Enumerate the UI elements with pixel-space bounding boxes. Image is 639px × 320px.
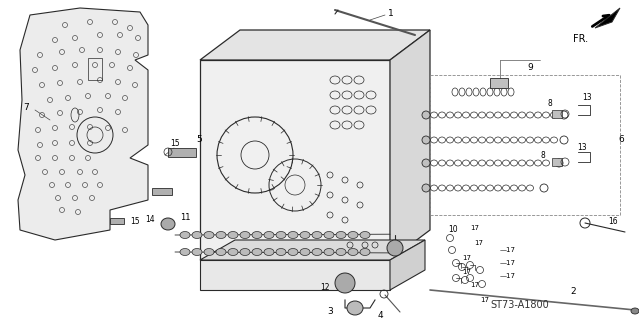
Bar bbox=[88, 58, 102, 80]
Text: 9: 9 bbox=[527, 63, 533, 73]
Text: —17: —17 bbox=[500, 247, 516, 253]
Ellipse shape bbox=[288, 249, 298, 255]
Text: 14: 14 bbox=[146, 215, 155, 225]
Polygon shape bbox=[200, 260, 390, 290]
Polygon shape bbox=[18, 8, 148, 240]
Text: 17: 17 bbox=[470, 225, 479, 231]
Ellipse shape bbox=[324, 249, 334, 255]
Ellipse shape bbox=[360, 249, 370, 255]
Ellipse shape bbox=[631, 308, 639, 314]
Text: 17: 17 bbox=[474, 240, 483, 246]
Text: 13: 13 bbox=[582, 93, 592, 102]
Ellipse shape bbox=[348, 249, 358, 255]
Bar bbox=[110, 218, 124, 224]
Polygon shape bbox=[595, 8, 620, 28]
Ellipse shape bbox=[336, 231, 346, 238]
Ellipse shape bbox=[180, 249, 190, 255]
Ellipse shape bbox=[348, 231, 358, 238]
Ellipse shape bbox=[252, 231, 262, 238]
Text: 5: 5 bbox=[196, 135, 202, 145]
Text: 1: 1 bbox=[388, 9, 394, 18]
Text: 3: 3 bbox=[327, 308, 333, 316]
Text: 6: 6 bbox=[618, 135, 624, 145]
Ellipse shape bbox=[264, 249, 274, 255]
Text: 17: 17 bbox=[470, 282, 479, 288]
Text: 15: 15 bbox=[130, 218, 140, 227]
Text: 4: 4 bbox=[377, 311, 383, 320]
Text: 7: 7 bbox=[23, 103, 29, 113]
Ellipse shape bbox=[360, 231, 370, 238]
Ellipse shape bbox=[335, 273, 355, 293]
Text: 15: 15 bbox=[170, 140, 180, 148]
Ellipse shape bbox=[264, 231, 274, 238]
Ellipse shape bbox=[336, 249, 346, 255]
Ellipse shape bbox=[228, 249, 238, 255]
Text: 10: 10 bbox=[449, 226, 458, 235]
Text: 16: 16 bbox=[608, 218, 618, 227]
Ellipse shape bbox=[422, 184, 430, 192]
Ellipse shape bbox=[252, 249, 262, 255]
Ellipse shape bbox=[204, 231, 214, 238]
Ellipse shape bbox=[192, 231, 202, 238]
Polygon shape bbox=[200, 240, 425, 260]
Ellipse shape bbox=[228, 231, 238, 238]
Ellipse shape bbox=[240, 249, 250, 255]
Text: ST73-A1800: ST73-A1800 bbox=[490, 300, 549, 310]
Text: 17: 17 bbox=[462, 255, 471, 261]
Polygon shape bbox=[390, 240, 425, 290]
Text: 13: 13 bbox=[577, 143, 587, 153]
Text: 12: 12 bbox=[321, 284, 330, 292]
Text: —17: —17 bbox=[500, 260, 516, 266]
Ellipse shape bbox=[180, 231, 190, 238]
Ellipse shape bbox=[240, 231, 250, 238]
Ellipse shape bbox=[312, 249, 322, 255]
Ellipse shape bbox=[422, 111, 430, 119]
Text: 17: 17 bbox=[462, 269, 471, 275]
Text: FR.: FR. bbox=[573, 34, 588, 44]
Text: 2: 2 bbox=[570, 287, 576, 297]
Ellipse shape bbox=[300, 249, 310, 255]
Bar bbox=[552, 158, 562, 166]
Ellipse shape bbox=[347, 301, 363, 315]
Text: 11: 11 bbox=[180, 213, 190, 222]
Polygon shape bbox=[200, 30, 430, 60]
Ellipse shape bbox=[192, 249, 202, 255]
Ellipse shape bbox=[216, 231, 226, 238]
Ellipse shape bbox=[324, 231, 334, 238]
Bar bbox=[152, 188, 172, 195]
Ellipse shape bbox=[276, 231, 286, 238]
Bar bbox=[490, 78, 508, 88]
Ellipse shape bbox=[387, 240, 403, 256]
Text: 17: 17 bbox=[480, 297, 489, 303]
Ellipse shape bbox=[288, 231, 298, 238]
Ellipse shape bbox=[216, 249, 226, 255]
Ellipse shape bbox=[300, 231, 310, 238]
Polygon shape bbox=[200, 60, 390, 260]
Bar bbox=[168, 148, 196, 157]
Ellipse shape bbox=[422, 159, 430, 167]
Text: 8: 8 bbox=[547, 100, 552, 108]
Polygon shape bbox=[390, 30, 430, 260]
Text: 8: 8 bbox=[540, 150, 545, 159]
Text: —17: —17 bbox=[500, 273, 516, 279]
Ellipse shape bbox=[312, 231, 322, 238]
Bar bbox=[552, 110, 562, 118]
Ellipse shape bbox=[161, 218, 175, 230]
Ellipse shape bbox=[422, 136, 430, 144]
Ellipse shape bbox=[276, 249, 286, 255]
Ellipse shape bbox=[204, 249, 214, 255]
